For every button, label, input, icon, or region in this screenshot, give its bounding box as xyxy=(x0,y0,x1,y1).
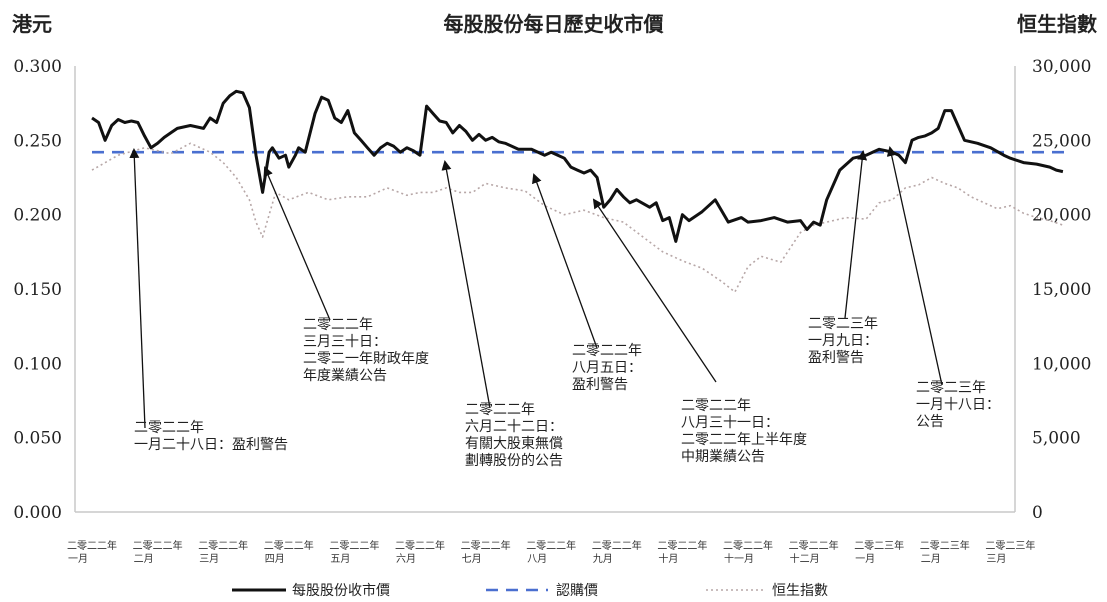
annotation-text: 二零二二年 xyxy=(465,402,535,418)
header-left-unit: 港元 xyxy=(12,12,52,36)
annotation-text: 六月二十二日： xyxy=(465,419,563,435)
y-left-tick-label: 0.100 xyxy=(13,354,62,374)
annotation-text: 二零二一年財政年度 xyxy=(303,351,429,367)
annotation-text: 盈利警告 xyxy=(572,377,628,393)
y-right-tick-label: 30,000 xyxy=(1032,57,1091,77)
annotation-text: 公告 xyxy=(916,414,944,430)
y-left-tick-label: 0.200 xyxy=(13,206,62,226)
y-left-tick-label: 0.300 xyxy=(13,57,62,77)
x-tick-label: 十二月 xyxy=(790,552,820,565)
annotation-arrow xyxy=(532,173,598,349)
annotation-text: 中期業績公告 xyxy=(681,449,765,465)
legend-label-1: 每股股份收市價 xyxy=(292,582,390,599)
annotation-text: 八月五日： xyxy=(572,360,642,376)
annotation-text: 二零二二年 xyxy=(303,317,373,333)
y-left-tick-label: 0.050 xyxy=(13,429,62,449)
annotation-text: 劃轉股份的公告 xyxy=(465,453,563,469)
x-tick-label: 八月 xyxy=(527,553,547,565)
annotation-arrow xyxy=(886,146,943,386)
legend-label-2: 認購價 xyxy=(556,582,598,599)
x-tick-label: 二零二二年 xyxy=(198,539,248,552)
annotation-text: 二零二二年 xyxy=(572,343,642,359)
x-tick-label: 二零二二年 xyxy=(723,539,773,552)
annotation-text: 年度業績公告 xyxy=(303,368,387,384)
annotation-text: 一月十八日： xyxy=(916,397,1000,413)
y-right-tick-label: 20,000 xyxy=(1032,206,1091,226)
legend-label-3: 恒生指數 xyxy=(772,583,828,599)
y-right-tick-label: 25,000 xyxy=(1032,131,1091,151)
x-tick-label: 一月 xyxy=(68,553,88,565)
y-left-tick-label: 0.000 xyxy=(13,503,62,523)
y-left-tick-label: 0.250 xyxy=(13,131,62,151)
x-tick-label: 二零二二年 xyxy=(264,539,314,552)
annotation-text: 盈利警告 xyxy=(808,350,864,366)
x-tick-label: 二零二二年 xyxy=(789,539,839,552)
x-tick-label: 九月 xyxy=(593,553,613,565)
x-tick-label: 四月 xyxy=(265,553,285,565)
x-tick-label: 七月 xyxy=(462,553,482,565)
x-tick-label: 十一月 xyxy=(724,552,754,565)
annotation-arrow xyxy=(844,150,868,319)
annotation-text: 一月二十八日：盈利警告 xyxy=(134,437,288,453)
annotation-text: 有關大股東無償 xyxy=(465,436,563,452)
annotation-text: 一月九日： xyxy=(808,333,878,349)
y-right-tick-label: 5,000 xyxy=(1032,429,1081,449)
y-right-tick-label: 10,000 xyxy=(1032,354,1091,374)
x-tick-label: 二零二二年 xyxy=(395,539,445,552)
x-tick-label: 二零二二年 xyxy=(526,539,576,552)
x-tick-label: 二零二二年 xyxy=(657,539,707,552)
x-tick-label: 三月 xyxy=(199,553,219,565)
series-line-1 xyxy=(91,89,1064,243)
x-tick-label: 二月 xyxy=(921,553,941,565)
x-tick-label: 二零二二年 xyxy=(461,539,511,552)
x-tick-label: 二零二二年 xyxy=(592,539,642,552)
x-tick-label: 三月 xyxy=(986,553,1006,565)
annotation-text: 三月三十日： xyxy=(303,334,387,350)
x-tick-label: 十月 xyxy=(658,552,678,565)
annotation-arrow xyxy=(441,160,491,409)
x-tick-label: 二月 xyxy=(134,553,154,565)
y-left-tick-label: 0.150 xyxy=(13,280,62,300)
chart-title: 每股股份每日歷史收市價 xyxy=(443,12,664,36)
annotation-arrow xyxy=(263,166,331,321)
x-tick-label: 二零二二年 xyxy=(67,539,117,552)
header-right-unit: 恒生指數 xyxy=(1017,12,1097,36)
series-line-3 xyxy=(91,142,1064,293)
x-tick-label: 一月 xyxy=(855,553,875,565)
y-right-tick-label: 15,000 xyxy=(1032,280,1091,300)
x-tick-label: 六月 xyxy=(396,553,416,565)
x-tick-label: 五月 xyxy=(330,553,350,565)
annotation-arrow xyxy=(592,198,717,383)
x-tick-label: 二零二二年 xyxy=(133,539,183,552)
annotation-arrow xyxy=(129,148,146,429)
annotation-text: 二零二二年 xyxy=(134,420,204,436)
x-tick-label: 二零二三年 xyxy=(985,539,1035,552)
annotation-text: 八月三十一日： xyxy=(681,415,779,431)
annotation-text: 二零二二年上半年度 xyxy=(681,432,807,448)
annotation-text: 二零二二年 xyxy=(681,398,751,414)
x-tick-label: 二零二二年 xyxy=(329,539,379,552)
annotation-text: 二零二三年 xyxy=(808,316,878,332)
annotation-text: 二零二三年 xyxy=(916,380,986,396)
x-tick-label: 二零二三年 xyxy=(854,539,904,552)
y-right-tick-label: 0 xyxy=(1032,503,1043,523)
x-tick-label: 二零二三年 xyxy=(920,539,970,552)
